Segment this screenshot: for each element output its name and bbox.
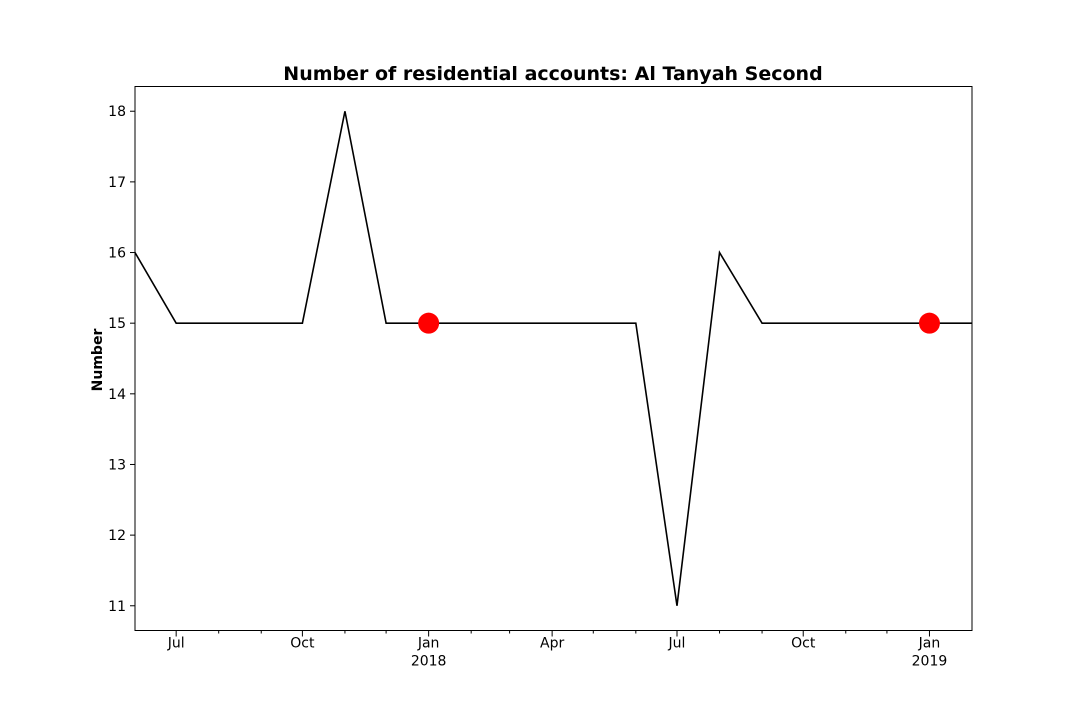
y-axis: 11 12 13 14 15 16 17 18: [108, 104, 135, 615]
x-tick-year-label: 2018: [411, 654, 447, 670]
highlight-point: [918, 312, 940, 334]
x-tick-label: Jul: [167, 636, 185, 652]
y-tick-label: 17: [108, 175, 126, 191]
marker-layer: [418, 312, 940, 334]
x-tick-label: Oct: [290, 636, 315, 652]
highlight-point: [418, 312, 440, 334]
x-tick-label: Jan: [417, 636, 440, 652]
y-tick-label: 13: [108, 457, 126, 473]
series-layer: [134, 111, 972, 606]
y-tick-label: 14: [108, 387, 126, 403]
y-tick-label: 15: [108, 316, 126, 332]
x-tick-year-label: 2019: [912, 654, 948, 670]
plot-frame: [134, 86, 973, 631]
y-tick-label: 16: [108, 246, 126, 262]
series-line: [134, 111, 972, 606]
x-tick-label: Apr: [540, 636, 564, 652]
x-tick-label: Jan: [918, 636, 941, 652]
x-tick-label: Oct: [791, 636, 816, 652]
y-tick-label: 11: [108, 599, 126, 615]
y-axis-label: Number: [90, 329, 106, 392]
y-tick-label: 18: [108, 104, 126, 120]
x-axis: Jul Oct Jan 2018 Apr Jul Oct Jan 2019: [167, 630, 948, 670]
chart-title: Number of residential accounts: Al Tanya…: [283, 63, 822, 85]
x-tick-label: Jul: [668, 636, 686, 652]
y-tick-label: 12: [108, 528, 126, 544]
